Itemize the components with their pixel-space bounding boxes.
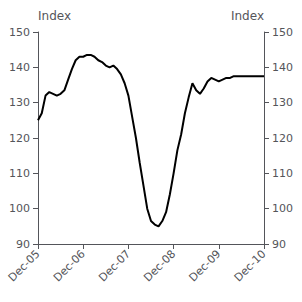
svg-text:130: 130: [9, 96, 30, 109]
svg-text:140: 140: [272, 61, 293, 74]
svg-text:Dec-09: Dec-09: [186, 247, 223, 284]
svg-text:90: 90: [16, 238, 30, 251]
svg-text:140: 140: [9, 61, 30, 74]
svg-text:Index: Index: [231, 9, 264, 23]
svg-text:150: 150: [272, 26, 293, 39]
svg-text:120: 120: [9, 132, 30, 145]
svg-text:100: 100: [9, 202, 30, 215]
svg-text:Dec-05: Dec-05: [6, 247, 43, 284]
svg-text:150: 150: [9, 26, 30, 39]
svg-text:Dec-07: Dec-07: [96, 247, 133, 284]
svg-text:Index: Index: [38, 9, 71, 23]
svg-text:120: 120: [272, 132, 293, 145]
svg-text:Dec-10: Dec-10: [232, 247, 269, 284]
svg-text:110: 110: [272, 167, 293, 180]
svg-text:130: 130: [272, 96, 293, 109]
svg-text:90: 90: [272, 238, 286, 251]
svg-text:Dec-06: Dec-06: [51, 247, 88, 284]
svg-text:110: 110: [9, 167, 30, 180]
svg-text:Dec-08: Dec-08: [141, 247, 178, 284]
svg-text:100: 100: [272, 202, 293, 215]
